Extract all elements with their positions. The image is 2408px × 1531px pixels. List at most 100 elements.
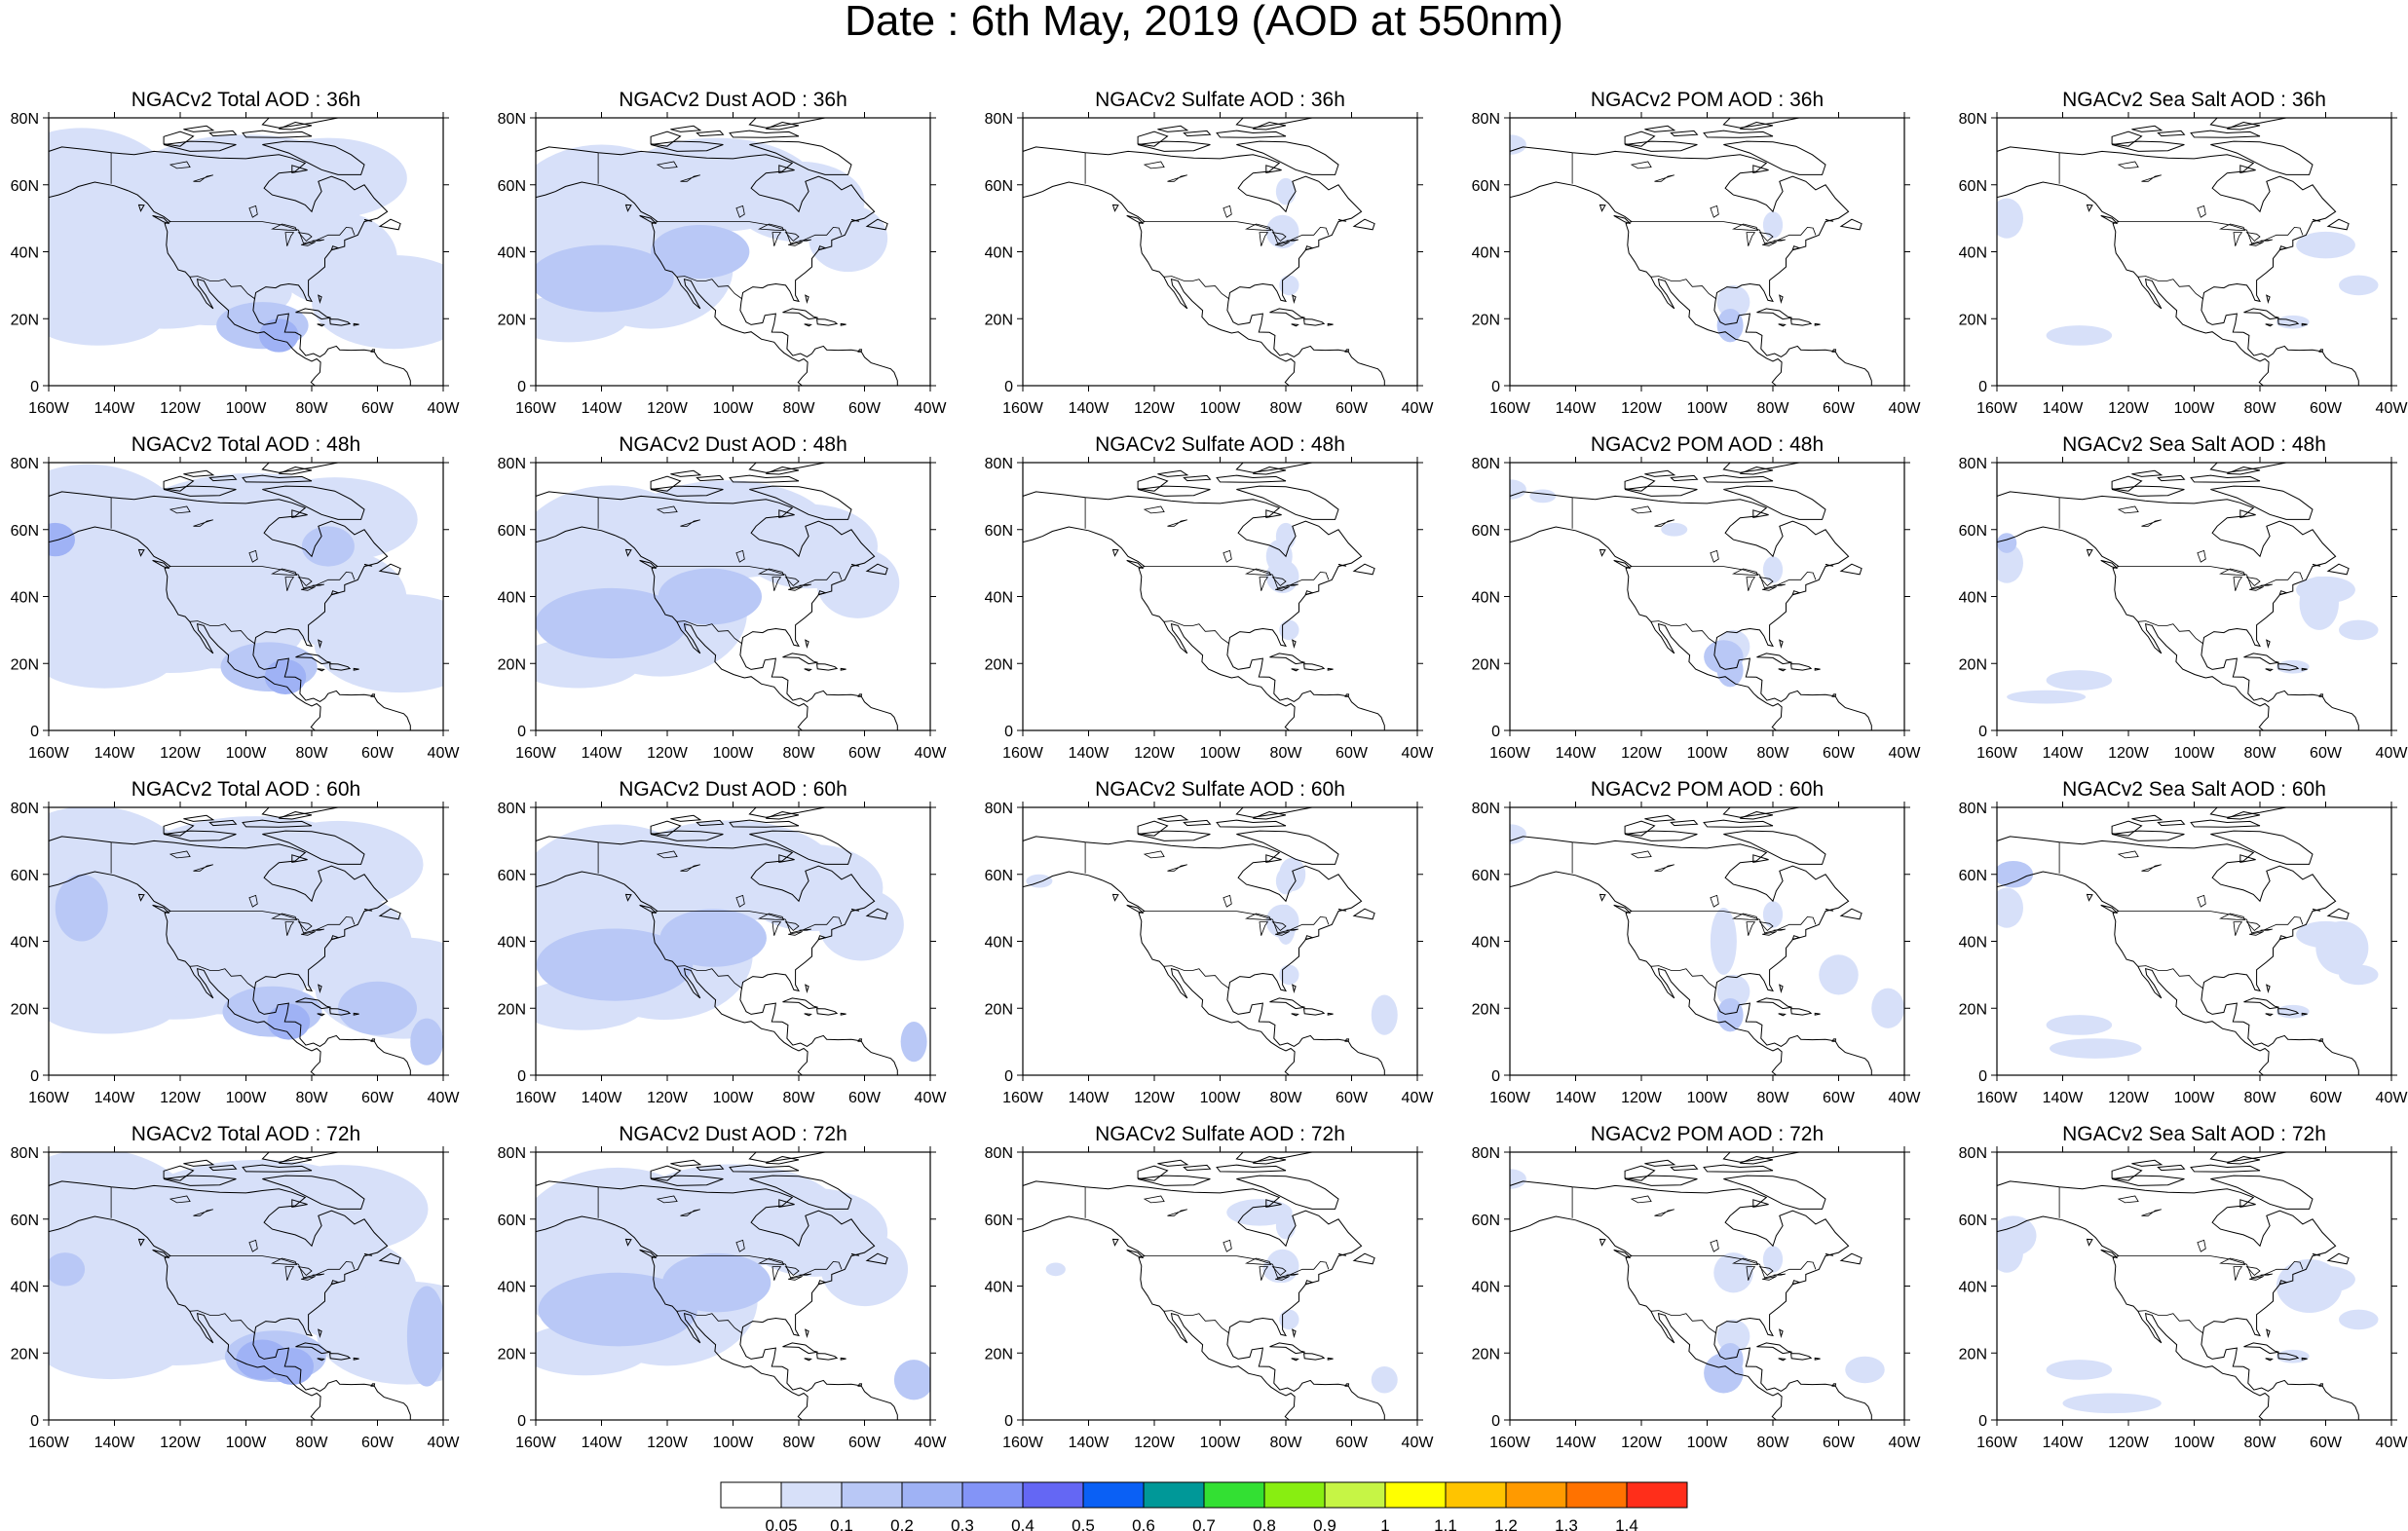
island [749, 830, 852, 865]
us-canada-border [2118, 221, 2304, 244]
lat-tick-label: 40N [1959, 245, 1987, 262]
island [1756, 1342, 1792, 1355]
island [1337, 909, 1347, 912]
lat-tick-label: 40N [11, 590, 39, 607]
island [363, 564, 373, 567]
aod-shade [1275, 904, 1297, 945]
lat-tick-label: 0 [1978, 1413, 1987, 1430]
aod-field [536, 480, 900, 689]
panel-title: NGACv2 Total AOD : 72h [132, 1123, 360, 1145]
lon-tick-label: 140W [1556, 400, 1598, 417]
lat-tick-label: 0 [1491, 724, 1500, 740]
island [1157, 1159, 1189, 1167]
lon-tick-label: 40W [428, 1090, 461, 1106]
island [2209, 1152, 2289, 1163]
coastlines [1997, 807, 2359, 1075]
lake [1630, 850, 1652, 859]
island [1624, 475, 1656, 492]
lon-tick-label: 40W [915, 1435, 948, 1451]
island [152, 904, 169, 915]
panel-title: NGACv2 Dust AOD : 48h [619, 433, 847, 456]
lat-tick-label: 0 [30, 724, 39, 740]
lat-tick-label: 40N [985, 1280, 1013, 1296]
lake [169, 505, 191, 514]
page-title: Date : 6th May, 2019 (AOD at 550nm) [845, 0, 1563, 45]
island [816, 663, 839, 671]
island [2277, 318, 2300, 326]
us-mexico-border [1163, 1310, 1230, 1334]
us-mexico-border [1650, 965, 1717, 990]
island [2157, 1164, 2186, 1172]
island [2210, 140, 2314, 175]
lake [2219, 1257, 2246, 1265]
island [1344, 693, 1350, 697]
lat-tick-label: 20N [11, 312, 39, 328]
island [363, 219, 373, 222]
aod-field [1045, 1199, 1398, 1394]
lake [1630, 505, 1652, 514]
lat-tick-label: 80N [1472, 801, 1500, 817]
island [2131, 1159, 2163, 1167]
lat-tick-label: 40N [1472, 245, 1500, 262]
us-mexico-border [676, 620, 743, 645]
lon-tick-label: 160W [1489, 1090, 1531, 1106]
island [1703, 1164, 1774, 1173]
lake [1223, 894, 1232, 908]
island [817, 935, 828, 941]
lake [1275, 586, 1290, 591]
island [2243, 653, 2279, 665]
island [2227, 1155, 2261, 1165]
lake [1271, 577, 1287, 587]
lat-tick-label: 20N [11, 1001, 39, 1018]
lon-tick-label: 40W [915, 1090, 948, 1106]
island [1740, 466, 1774, 475]
aod-shade [1997, 887, 2023, 928]
island [1613, 1249, 1631, 1259]
island [1599, 204, 1606, 212]
lat-tick-label: 20N [1472, 1346, 1500, 1363]
lat-tick-label: 20N [1472, 1001, 1500, 1018]
lake [2245, 1266, 2261, 1277]
map-panel: 160W 140W 120W 100W 80W 60W 40W 0 20N 40N 60N 80N NG… [985, 1123, 1435, 1451]
island [865, 1252, 888, 1265]
island [291, 1199, 308, 1208]
lat-tick-label: 40N [498, 1280, 526, 1296]
east-coastline [1510, 836, 1872, 1075]
lake [2245, 921, 2261, 932]
island [2131, 469, 2163, 477]
aod-shade [49, 976, 179, 1034]
lat-tick-label: 0 [30, 1413, 39, 1430]
island [163, 1165, 195, 1181]
island [1157, 125, 1189, 132]
lake [2117, 1195, 2139, 1204]
map-frame [1022, 462, 1418, 731]
aod-shade [658, 568, 763, 625]
aod-field [49, 807, 443, 1065]
island [2266, 1328, 2271, 1338]
island [317, 1013, 325, 1017]
island [242, 130, 313, 138]
island [1779, 1328, 1784, 1338]
aod-field [1997, 198, 2379, 346]
island [1304, 935, 1315, 941]
island [1291, 668, 1299, 672]
west-coastline [1023, 181, 1296, 386]
lon-tick-label: 60W [1823, 400, 1856, 417]
lon-tick-label: 140W [1069, 745, 1110, 762]
aod-shade [536, 928, 694, 1001]
lat-tick-label: 80N [985, 456, 1013, 472]
aod-shade [2046, 670, 2113, 691]
aod-field [536, 137, 888, 343]
island [1352, 563, 1375, 576]
island [2326, 1252, 2350, 1265]
lon-tick-label: 160W [1489, 400, 1531, 417]
lat-tick-label: 0 [517, 1068, 526, 1085]
aod-shade [1819, 954, 1859, 995]
island [816, 1353, 839, 1361]
island [2243, 1342, 2279, 1355]
aod-shade [1997, 533, 2017, 553]
lake [193, 519, 213, 527]
lat-tick-label: 80N [1472, 111, 1500, 128]
lake [2197, 549, 2206, 563]
lake [301, 931, 316, 936]
